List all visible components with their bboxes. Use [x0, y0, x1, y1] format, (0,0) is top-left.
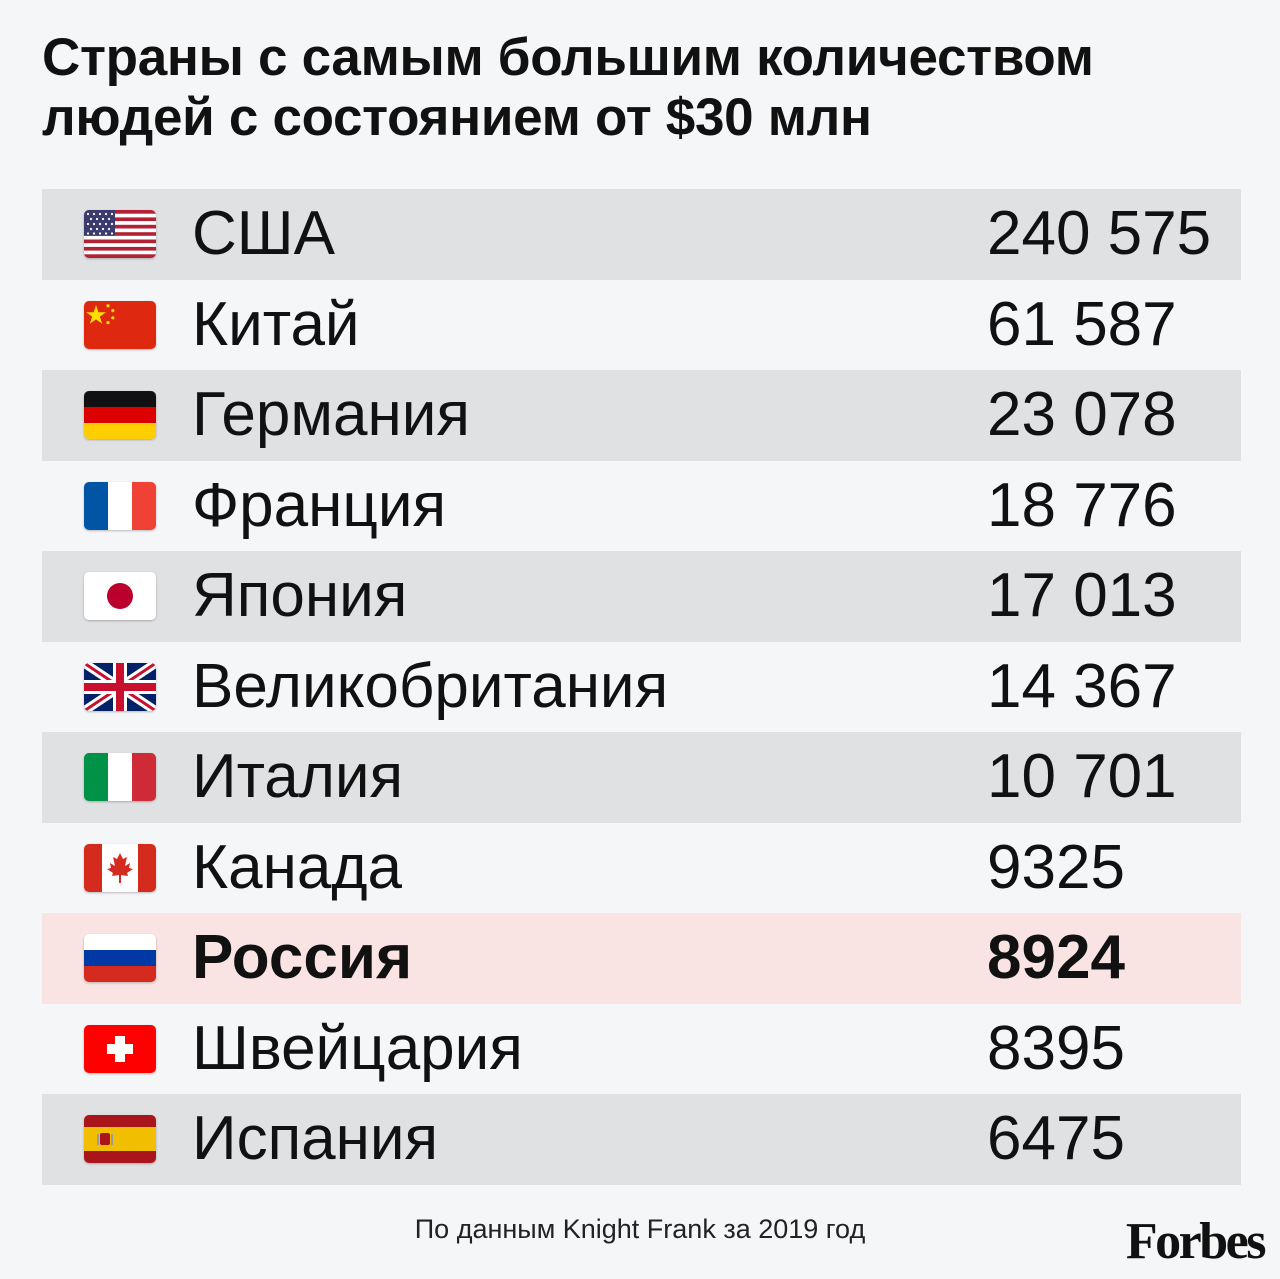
country-name: Швейцария	[192, 1013, 523, 1083]
table-row: США 240 575	[42, 189, 1241, 280]
value-label: 9325	[987, 832, 1125, 902]
table-row: Канада 9325	[42, 823, 1241, 914]
country-name: Франция	[192, 470, 447, 540]
chart-title: Страны с самым большим количеством людей…	[42, 28, 1094, 147]
country-name: Канада	[192, 832, 402, 902]
table-row: Китай 61 587	[42, 280, 1241, 371]
ranking-table: США 240 575 Китай 61 587 Германия 23 078…	[42, 189, 1241, 1185]
source-note: По данным Knight Frank за 2019 год	[414, 1214, 866, 1244]
table-row: Испания 6475	[42, 1094, 1241, 1185]
country-name: США	[192, 199, 335, 269]
table-row: Великобритания 14 367	[42, 642, 1241, 733]
value-label: 8924	[987, 923, 1125, 993]
japan-flag-icon	[84, 572, 156, 621]
value-label: 240 575	[987, 199, 1212, 269]
table-row: Германия 23 078	[42, 370, 1241, 461]
canada-flag-icon	[84, 843, 156, 892]
france-flag-icon	[84, 481, 156, 530]
usa-flag-icon	[84, 210, 156, 259]
italy-flag-icon	[84, 753, 156, 802]
country-name: Россия	[192, 923, 413, 993]
value-label: 14 367	[987, 651, 1177, 721]
country-name: Китай	[192, 289, 360, 359]
table-row: Италия 10 701	[42, 732, 1241, 823]
table-row: Швейцария 8395	[42, 1004, 1241, 1095]
table-row: Россия 8924	[42, 913, 1241, 1004]
table-row: Япония 17 013	[42, 551, 1241, 642]
germany-flag-icon	[84, 391, 156, 440]
russia-flag-icon	[84, 934, 156, 983]
country-name: Япония	[192, 561, 408, 631]
china-flag-icon	[84, 300, 156, 349]
country-name: Великобритания	[192, 651, 669, 721]
country-name: Испания	[192, 1104, 439, 1174]
country-name: Германия	[192, 380, 470, 450]
spain-flag-icon	[84, 1115, 156, 1164]
country-name: Италия	[192, 742, 404, 812]
table-row: Франция 18 776	[42, 461, 1241, 552]
value-label: 6475	[987, 1104, 1125, 1174]
value-label: 18 776	[987, 470, 1177, 540]
value-label: 23 078	[987, 380, 1177, 450]
value-label: 8395	[987, 1013, 1125, 1083]
switzerland-flag-icon	[84, 1024, 156, 1073]
value-label: 61 587	[987, 289, 1177, 359]
forbes-logo: Forbes	[1125, 1213, 1267, 1270]
value-label: 10 701	[987, 742, 1177, 812]
uk-flag-icon	[84, 662, 156, 711]
value-label: 17 013	[987, 561, 1177, 631]
